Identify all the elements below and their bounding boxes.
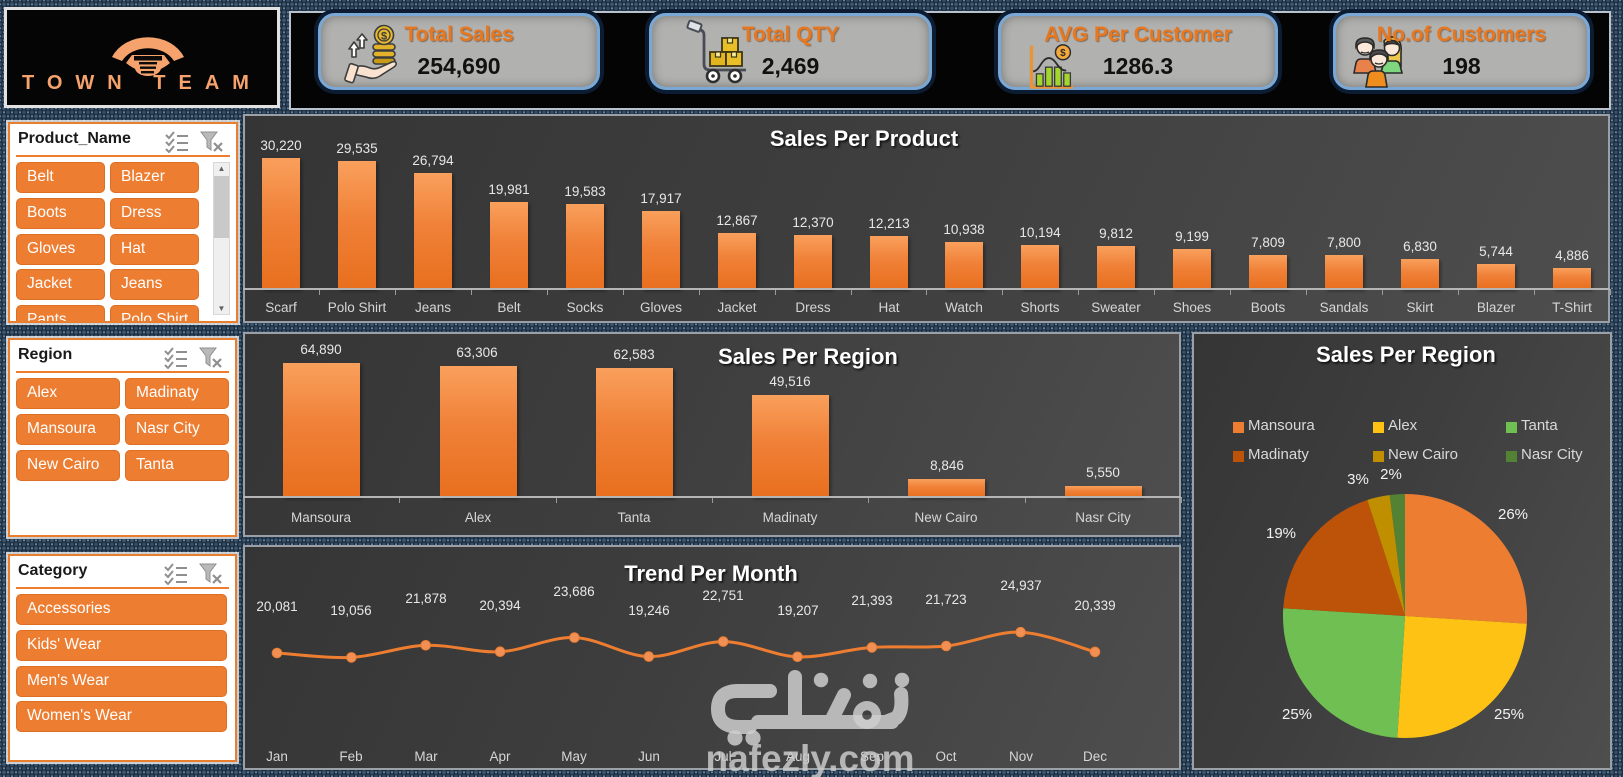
svg-text:nafezly.com: nafezly.com	[705, 738, 914, 777]
svg-text:$: $	[1060, 48, 1066, 59]
svg-text:$: $	[381, 31, 387, 43]
